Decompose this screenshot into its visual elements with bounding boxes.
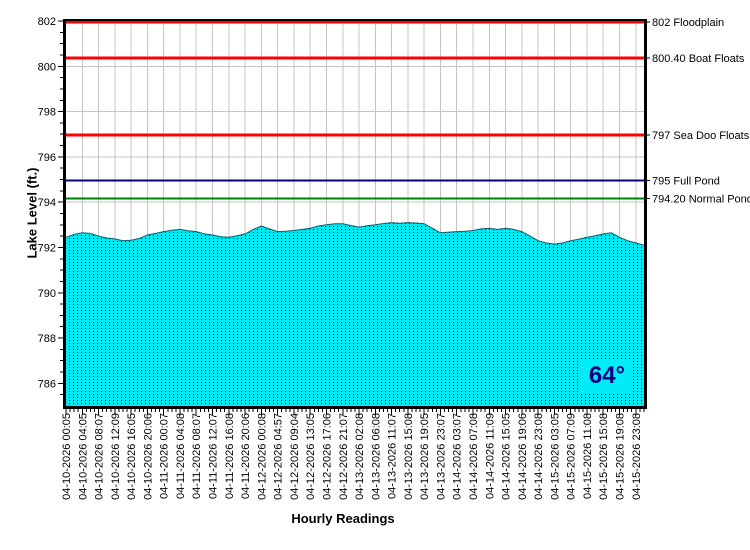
x-tick-label: 04-14-2026 23:08 [533, 413, 545, 500]
annotation-label: 794.20 Normal Pond [652, 194, 750, 206]
x-tick-label: 04-11-2026 20:06 [240, 413, 252, 499]
x-tick-label: 04-10-2026 08:07 [94, 413, 106, 500]
x-tick-label: 04-15-2026 07:09 [566, 413, 578, 500]
x-tick-label: 04-12-2026 17:06 [322, 413, 334, 500]
lake-level-area-edge [65, 222, 645, 246]
x-tick-labels: 04-10-2026 00:05 04-10-2026 04:05 04-10-20… [61, 413, 643, 500]
x-tick-label: 04-10-2026 16:05 [126, 413, 138, 500]
plot-border-bottom [63, 406, 647, 409]
x-tick-label: 04-10-2026 20:06 [142, 413, 154, 500]
x-tick-label: 04-15-2026 03:05 [549, 413, 561, 500]
x-tick-label: 04-12-2026 13:05 [305, 413, 317, 500]
x-tick-label: 04-11-2026 12:07 [208, 413, 220, 499]
temperature-badge: 64° [581, 359, 633, 393]
y-tick-label: 796 [38, 152, 56, 164]
y-tick-label: 798 [38, 107, 56, 119]
x-tick-label: 04-11-2026 08:07 [191, 413, 203, 499]
y-tick-label: 802 [38, 16, 56, 28]
x-tick-label: 04-12-2026 09:04 [289, 413, 301, 500]
annotation-label: 800.40 Boat Floats [652, 53, 745, 65]
x-axis-ticks [65, 409, 645, 415]
y-tick-label: 792 [38, 242, 56, 254]
y-tick-labels: 786 788 790 792 794 796 798 800 802 [38, 16, 56, 390]
annotation-label: 795 Full Pond [652, 176, 720, 188]
x-tick-label: 04-10-2026 12:09 [110, 413, 122, 500]
x-tick-label: 04-14-2026 15:05 [501, 413, 513, 500]
x-tick-label: 04-10-2026 04:05 [77, 413, 89, 500]
annotation-label: 802 Floodplain [652, 17, 724, 29]
plot-border-right [644, 19, 647, 409]
x-tick-label: 04-12-2026 00:08 [256, 413, 268, 500]
y-tick-label: 790 [38, 288, 56, 300]
x-tick-label: 04-13-2026 06:08 [370, 413, 382, 500]
plot-border-top [63, 19, 647, 21]
annotation-lines [66, 20, 650, 200]
y-tick-label: 788 [38, 333, 56, 345]
x-tick-label: 04-13-2026 19:05 [419, 413, 431, 500]
x-tick-label: 04-15-2026 11:08 [582, 413, 594, 499]
annotation-label: 797 Sea Doo Floats [652, 130, 750, 142]
x-tick-label: 04-12-2026 04:57 [273, 413, 285, 500]
x-axis-title: Hourly Readings [291, 511, 395, 526]
x-tick-label: 04-14-2026 07:08 [468, 413, 480, 500]
x-tick-label: 04-10-2026 00:05 [61, 413, 73, 500]
x-tick-label: 04-13-2026 02:08 [354, 413, 366, 500]
y-axis-title: Lake Level (ft.) [24, 167, 40, 259]
x-tick-label: 04-13-2026 15:08 [403, 413, 415, 500]
x-tick-label: 04-13-2026 23:07 [435, 413, 447, 500]
y-tick-label: 794 [38, 197, 56, 209]
x-tick-label: 04-15-2026 15:08 [598, 413, 610, 500]
x-tick-label: 04-14-2026 03:07 [452, 413, 464, 500]
x-tick-label: 04-11-2026 16:08 [224, 413, 236, 499]
x-tick-label: 04-11-2026 00:07 [159, 413, 171, 499]
x-tick-label: 04-14-2026 11:09 [484, 413, 496, 499]
y-tick-label: 800 [38, 61, 56, 73]
y-tick-label: 786 [38, 378, 56, 390]
x-tick-label: 04-11-2026 04:08 [175, 413, 187, 499]
annotation-labels: 802 Floodplain 800.40 Boat Floats 797 Sea … [652, 17, 750, 206]
lake-level-area [66, 222, 644, 406]
y-axis-ticks [58, 20, 63, 396]
x-tick-label: 04-14-2026 19:06 [517, 413, 529, 500]
plot-border-left [63, 19, 66, 409]
axis-borders [63, 19, 647, 409]
x-tick-label: 04-13-2026 11:07 [387, 413, 399, 499]
x-tick-label: 04-12-2026 21:07 [338, 413, 350, 500]
x-tick-label: 04-15-2026 23:08 [631, 413, 643, 500]
x-tick-label: 04-15-2026 19:08 [615, 413, 627, 500]
